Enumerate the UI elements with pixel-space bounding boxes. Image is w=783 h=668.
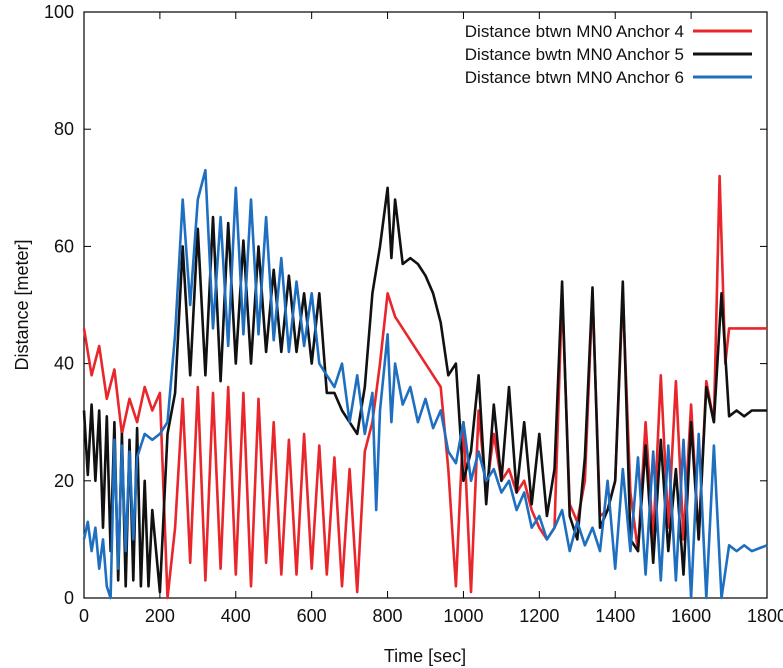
x-tick-label: 200 [145,606,175,626]
series-line-3 [82,168,768,600]
y-tick-label: 100 [44,2,74,22]
x-tick-label: 600 [297,606,327,626]
y-tick-label: 20 [54,471,74,491]
x-tick-label: 1000 [443,606,483,626]
x-tick-label: 1400 [595,606,635,626]
plot-frame [83,11,768,599]
y-tick-label: 80 [54,119,74,139]
x-tick-label: 400 [221,606,251,626]
x-tick-label: 1200 [519,606,559,626]
legend-label: Distance btwn MN0 Anchor 6 [465,68,684,87]
x-tick-label: 800 [373,606,403,626]
legend-label: Distance btwn MN0 Anchor 4 [465,22,684,41]
y-tick-label: 0 [64,588,74,608]
legend: Distance btwn MN0 Anchor 4 Distance bwtn … [465,22,752,87]
legend-label: Distance bwtn MN0 Anchor 5 [465,45,684,64]
x-tick-label: 1600 [671,606,711,626]
y-axis-title: Distance [meter] [12,239,32,370]
x-tick-label: 1800 [747,606,783,626]
y-tick-label: 40 [54,354,74,374]
x-tick-label: 0 [79,606,89,626]
axis-ticks: 0 200 400 600 800 1000 1200 1400 1600 1800 0 20 40 60… [44,2,783,626]
y-tick-label: 60 [54,236,74,256]
series-lines [82,168,768,600]
x-axis-title: Time [sec] [384,646,466,666]
series-line-2 [82,186,767,594]
